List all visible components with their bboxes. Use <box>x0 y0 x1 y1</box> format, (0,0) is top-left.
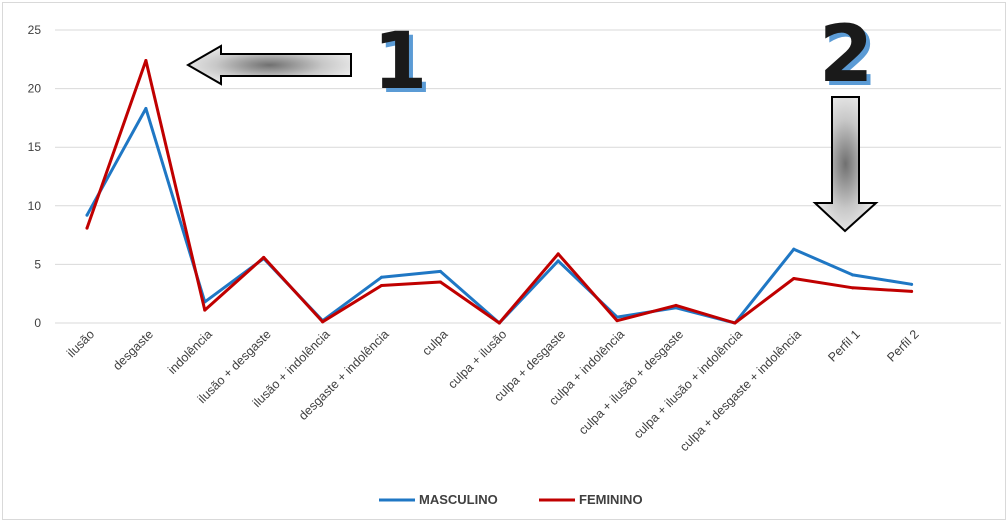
data-point <box>203 308 207 312</box>
left-arrow-icon <box>185 44 352 86</box>
y-tick-label: 20 <box>28 82 42 96</box>
data-point <box>144 58 148 62</box>
data-point <box>851 286 855 290</box>
data-point <box>85 226 89 230</box>
data-point <box>910 282 914 286</box>
annotation-number-shadow: 2 <box>823 14 877 104</box>
down-arrow-icon <box>812 96 879 233</box>
data-point <box>556 259 560 263</box>
y-tick-label: 5 <box>34 257 41 271</box>
x-tick-label: Perfil 2 <box>884 327 921 364</box>
y-axis-ticks: 0 5 10 15 20 25 <box>28 23 42 330</box>
series-line-masculino <box>85 107 914 325</box>
series-lines <box>85 58 914 325</box>
x-tick-label: desgaste <box>110 327 156 373</box>
annotation-number: 1 <box>373 17 427 107</box>
data-point <box>380 283 383 287</box>
x-tick-label: culpa + ilusão + indolência <box>631 327 745 441</box>
data-point <box>733 321 737 325</box>
gridlines <box>55 29 1001 324</box>
data-point <box>85 213 89 217</box>
y-tick-label: 25 <box>28 23 42 37</box>
data-point <box>792 247 796 251</box>
data-point <box>556 252 560 256</box>
x-tick-label: culpa + ilusão + desgaste <box>576 327 686 437</box>
data-point <box>144 107 148 111</box>
x-tick-label: ilusão <box>64 327 97 360</box>
y-tick-label: 10 <box>28 199 42 213</box>
x-tick-label: culpa <box>419 327 450 358</box>
legend-label: MASCULINO <box>419 492 498 507</box>
legend-label: FEMININO <box>579 492 643 507</box>
annotation-number: 2 <box>819 10 873 100</box>
x-tick-label: indolência <box>165 327 215 377</box>
y-tick-label: 0 <box>34 316 41 330</box>
x-tick-label: culpa + ilusão <box>445 327 509 391</box>
data-point <box>438 269 442 273</box>
data-point <box>380 275 383 279</box>
x-tick-label: Perfil 1 <box>825 327 862 364</box>
data-point <box>321 320 325 324</box>
series-line-feminino <box>85 59 914 325</box>
data-point <box>438 280 442 284</box>
legend: MASCULINO FEMININO <box>379 492 643 507</box>
data-point <box>851 273 855 277</box>
data-point <box>615 319 619 323</box>
annotations: 11 22 <box>185 10 879 233</box>
data-point <box>262 255 266 259</box>
x-tick-label: culpa + desgaste + indolência <box>677 327 804 454</box>
annotation-number-shadow: 1 <box>377 21 431 111</box>
data-point <box>910 289 914 293</box>
data-point <box>497 321 501 325</box>
data-point <box>674 303 678 307</box>
data-point <box>792 276 796 280</box>
y-tick-label: 15 <box>28 140 42 154</box>
